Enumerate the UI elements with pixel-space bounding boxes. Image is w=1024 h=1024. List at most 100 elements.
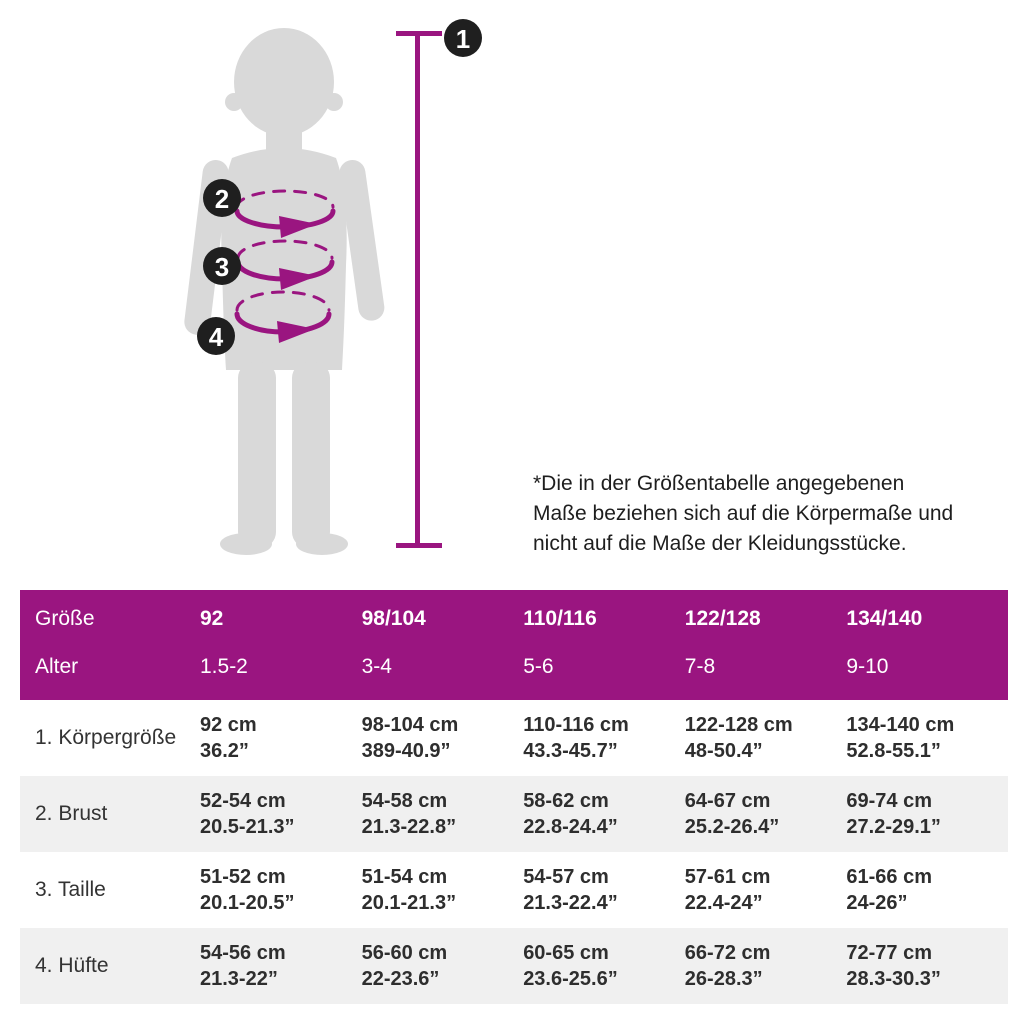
cm-value: 110-116 cm — [523, 714, 629, 736]
measure-cell: 64-67 cm 25.2-26.4” — [685, 788, 847, 840]
inch-value: 21.3-22.4” — [523, 892, 618, 914]
size-table: Größe 92 98/104 110/116 122/128 134/140 … — [20, 590, 1008, 1004]
measure-cell: 92 cm 36.2” — [200, 712, 362, 764]
row-label: 4. Hüfte — [35, 954, 109, 977]
measure-cell: 57-61 cm 22.4-24” — [685, 864, 847, 916]
badge-2-circle — [203, 179, 241, 217]
row-label: 2. Brust — [35, 802, 108, 825]
inch-value: 36.2” — [200, 740, 249, 762]
height-ruler — [396, 31, 442, 548]
measure-cell: 51-52 cm 20.1-20.5” — [200, 864, 362, 916]
cm-value: 58-62 cm — [523, 790, 609, 812]
cm-value: 56-60 cm — [361, 942, 448, 964]
row-label: 1. Körpergröße — [35, 726, 177, 749]
inch-value: 28.3-30.3” — [846, 968, 941, 990]
cm-value: 51-52 cm — [200, 866, 286, 888]
badge-2-number: 2 — [215, 184, 229, 214]
cm-value: 54-58 cm — [361, 790, 448, 812]
cm-value: 52-54 cm — [200, 790, 286, 812]
measure-cell: 122-128 cm 48-50.4” — [685, 712, 847, 764]
measure-cell: 134-140 cm 52.8-55.1” — [846, 712, 1008, 764]
hip-band — [234, 290, 332, 343]
measure-cell: 51-54 cm 20.1-21.3” — [362, 864, 524, 916]
row-label: 3. Taille — [35, 878, 106, 901]
measure-cell: 54-57 cm 21.3-22.4” — [523, 864, 685, 916]
cm-value: 122-128 cm — [684, 714, 793, 736]
size-row-label: Größe — [35, 607, 95, 630]
cm-value: 57-61 cm — [684, 866, 771, 888]
size-value: 134/140 — [846, 607, 923, 630]
footnote-text: *Die in der Größentabelle angegebenen Ma… — [533, 472, 954, 555]
age-value: 5-6 — [523, 655, 554, 678]
cm-value: 54-57 cm — [523, 866, 609, 888]
age-value: 9-10 — [846, 655, 889, 678]
cm-value: 134-140 cm — [846, 714, 955, 736]
inch-value: 27.2-29.1” — [846, 816, 941, 838]
age-value: 1.5-2 — [200, 655, 248, 678]
age-value: 3-4 — [361, 655, 392, 678]
badge-3-circle — [203, 247, 241, 285]
size-value: 110/116 — [523, 607, 597, 630]
inch-value: 24-26” — [846, 892, 908, 914]
badge-1-circle — [444, 19, 482, 57]
inch-value: 22-23.6” — [361, 968, 440, 990]
size-value: 122/128 — [684, 607, 761, 630]
cm-value: 66-72 cm — [684, 942, 771, 964]
measure-badges: 1 2 3 4 — [197, 19, 482, 355]
inch-value: 20.1-21.3” — [361, 892, 457, 914]
badge-4-number: 4 — [209, 322, 224, 352]
measure-cell: 66-72 cm 26-28.3” — [685, 940, 847, 992]
inch-value: 23.6-25.6” — [523, 968, 618, 990]
inch-value: 22.8-24.4” — [523, 816, 618, 838]
cm-value: 61-66 cm — [846, 866, 933, 888]
inch-value: 389-40.9” — [361, 740, 451, 762]
waist-band — [235, 239, 335, 290]
inch-value: 43.3-45.7” — [523, 740, 618, 762]
measure-cell: 56-60 cm 22-23.6” — [362, 940, 524, 992]
cm-value: 60-65 cm — [523, 942, 609, 964]
inch-value: 20.5-21.3” — [200, 816, 295, 838]
header-age-row: Alter 1.5-2 3-4 5-6 7-8 9-10 — [20, 655, 1008, 679]
size-value: 92 — [200, 607, 224, 630]
inch-value: 52.8-55.1” — [846, 740, 941, 762]
size-value: 98/104 — [361, 607, 426, 630]
badge-1-number: 1 — [456, 24, 470, 54]
cm-value: 64-67 cm — [684, 790, 771, 812]
measure-cell: 52-54 cm 20.5-21.3” — [200, 788, 362, 840]
table-row-koerpergroesse: 1. Körpergröße 92 cm 36.2” 98-104 cm 389… — [20, 700, 1008, 776]
chest-band — [234, 189, 336, 238]
cm-value: 51-54 cm — [361, 866, 448, 888]
cm-value: 72-77 cm — [846, 942, 933, 964]
cm-value: 98-104 cm — [361, 714, 459, 736]
measure-cell: 98-104 cm 389-40.9” — [362, 712, 524, 764]
inch-value: 26-28.3” — [684, 968, 763, 990]
measure-cell: 54-58 cm 21.3-22.8” — [362, 788, 524, 840]
inch-value: 22.4-24” — [684, 892, 763, 914]
header-size-row: Größe 92 98/104 110/116 122/128 134/140 — [20, 607, 1008, 631]
measure-cell: 58-62 cm 22.8-24.4” — [523, 788, 685, 840]
measure-cell: 72-77 cm 28.3-30.3” — [846, 940, 1008, 992]
measure-cell: 110-116 cm 43.3-45.7” — [523, 712, 685, 764]
cm-value: 54-56 cm — [200, 942, 286, 964]
inch-value: 20.1-20.5” — [200, 892, 295, 914]
inch-value: 21.3-22” — [200, 968, 278, 990]
cm-value: 92 cm — [200, 714, 257, 736]
measure-cell: 69-74 cm 27.2-29.1” — [846, 788, 1008, 840]
measure-cell: 61-66 cm 24-26” — [846, 864, 1008, 916]
badge-4-circle — [197, 317, 235, 355]
table-row-taille: 3. Taille 51-52 cm 20.1-20.5” 51-54 cm 2… — [20, 852, 1008, 928]
measure-cell: 54-56 cm 21.3-22” — [200, 940, 362, 992]
age-row-label: Alter — [35, 655, 79, 678]
inch-value: 48-50.4” — [684, 740, 763, 762]
table-row-huefte: 4. Hüfte 54-56 cm 21.3-22” 56-60 cm 22-2… — [20, 928, 1008, 1004]
age-value: 7-8 — [684, 655, 716, 678]
measurement-diagram: 1 2 3 4 — [184, 19, 482, 555]
table-row-brust: 2. Brust 52-54 cm 20.5-21.3” 54-58 cm 21… — [20, 776, 1008, 852]
cm-value: 69-74 cm — [846, 790, 933, 812]
badge-3-number: 3 — [215, 252, 229, 282]
inch-value: 25.2-26.4” — [684, 816, 780, 838]
measure-cell: 60-65 cm 23.6-25.6” — [523, 940, 685, 992]
inch-value: 21.3-22.8” — [361, 816, 457, 838]
table-header: Größe 92 98/104 110/116 122/128 134/140 … — [20, 590, 1008, 700]
